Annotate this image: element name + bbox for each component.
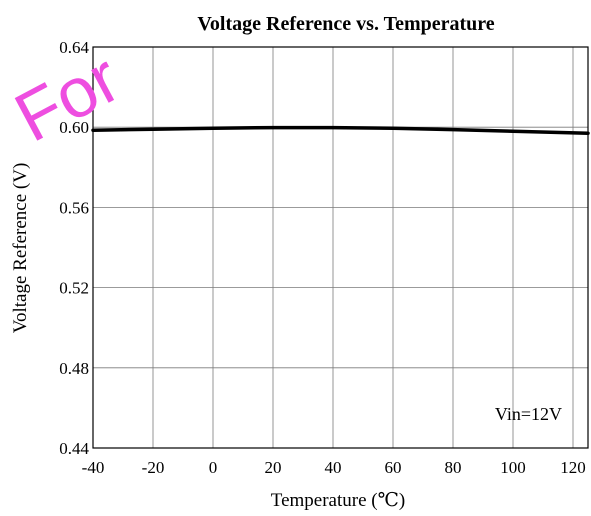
x-tick-label: 40 [325, 458, 342, 477]
y-tick-label: 0.64 [59, 38, 89, 57]
y-tick-label: 0.56 [59, 198, 89, 217]
x-tick-label: 20 [265, 458, 282, 477]
y-tick-label: 0.48 [59, 359, 89, 378]
x-tick-label: 60 [385, 458, 402, 477]
y-tick-label: 0.60 [59, 118, 89, 137]
plot-frame [92, 46, 589, 449]
series-line [91, 125, 590, 135]
x-tick-label: -40 [82, 458, 105, 477]
y-axis-label: Voltage Reference (V) [10, 163, 31, 334]
y-tick-label: 0.52 [59, 279, 89, 298]
x-tick-label: 80 [445, 458, 462, 477]
x-tick-label: 0 [209, 458, 218, 477]
y-tick-labels: 0.44 0.48 0.52 0.56 0.60 0.64 [59, 38, 89, 458]
annotation-vin: Vin=12V [495, 404, 562, 424]
x-tick-label: 100 [500, 458, 526, 477]
chart-title: Voltage Reference vs. Temperature [197, 13, 494, 35]
y-tick-label: 0.44 [59, 439, 89, 458]
x-tick-labels: -40 -20 0 20 40 60 80 100 120 [82, 458, 586, 477]
watermark-text: For [3, 38, 132, 156]
x-tick-label: -20 [142, 458, 165, 477]
x-axis-label: Temperature (℃) [271, 490, 405, 511]
x-tick-label: 120 [560, 458, 586, 477]
grid [92, 46, 588, 449]
